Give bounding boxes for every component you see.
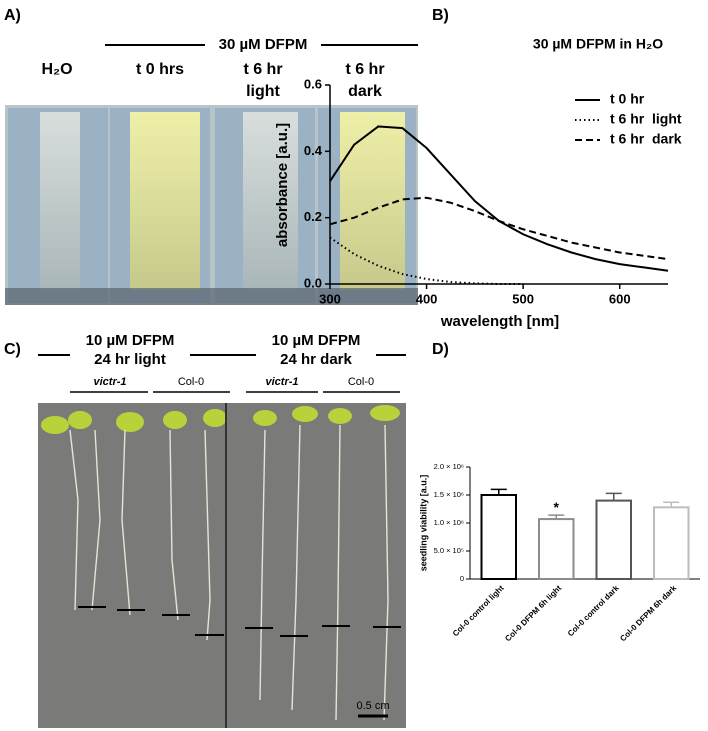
significance-mark: * [554,499,560,515]
panel-label: C) [4,341,21,358]
label-bg [70,330,190,366]
x-tick-label: 400 [416,291,438,306]
treatment-label: 30 µM DFPM [219,36,308,53]
genotype-label: victr-1 [93,376,126,388]
group-label: 24 hr light [94,351,166,368]
y-tick-label: 1.0 × 10⁶ [434,518,464,527]
chart-title: 30 µM DFPM in H₂O [533,36,663,52]
panel-label: D) [432,341,449,358]
column-label: t 6 hr [243,61,282,78]
y-tick-label: 1.5 × 10⁶ [434,490,464,499]
x-tick-label: Col-0 DFPM 6h light [503,583,563,643]
series-line [329,196,669,261]
legend-label: t 6 hr dark [610,131,682,147]
x-tick-label: Col-0 control light [451,583,506,638]
x-tick-label: Col-0 control dark [566,583,621,638]
column-label: light [246,83,280,100]
bar [595,499,632,581]
y-tick-label: 0 [460,574,464,583]
group-label: 24 hr dark [280,351,352,368]
genotype-label: Col-0 [348,376,374,388]
label-bg [205,35,321,55]
cuvette-photo [5,105,418,305]
x-tick-label: Col-0 DFPM 6h dark [618,583,678,643]
scale-bar-label: 0.5 cm [356,700,389,712]
legend-label: t 6 hr light [610,111,682,127]
x-axis-label: wavelength [nm] [440,313,559,330]
group-label: 10 µM DFPM [86,332,175,349]
column-label: t 0 hrs [136,61,184,78]
panel-label: A) [4,7,21,24]
seedling-photo [38,403,406,728]
column-label: t 6 hr [345,61,384,78]
genotype-label: victr-1 [265,376,298,388]
legend-label: t 0 hr [610,91,645,107]
y-tick-label: 0.2 [304,209,322,224]
column-label: dark [348,83,382,100]
bar [538,518,575,581]
y-tick-label: 2.0 × 10⁶ [434,462,464,471]
x-tick-label: 300 [319,291,341,306]
x-tick-label: 600 [609,291,631,306]
y-axis-label: seedling viability [a.u.] [418,475,428,572]
column-label: H₂O [41,61,72,78]
x-tick-label: 500 [512,291,534,306]
y-tick-label: 0.0 [304,275,322,290]
panel-label: B) [432,7,449,24]
y-tick-label: 5.0 × 10⁵ [434,546,464,555]
genotype-label: Col-0 [178,376,204,388]
group-label: 10 µM DFPM [272,332,361,349]
label-bg [256,330,376,366]
y-tick-label: 0.6 [304,76,322,91]
y-axis-label: absorbance [a.u.] [274,123,291,247]
bar [653,506,690,581]
y-tick-label: 0.4 [304,143,323,158]
bar [480,494,517,580]
